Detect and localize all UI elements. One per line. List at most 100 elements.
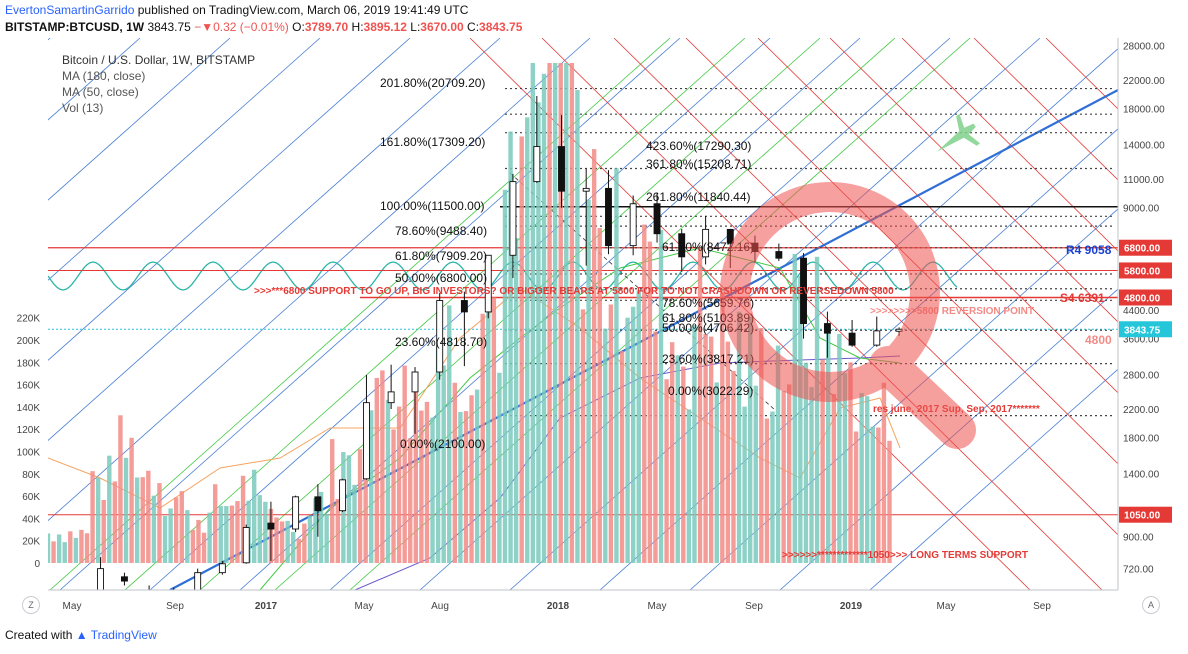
volume-bar — [357, 449, 363, 563]
legend: Bitcoin / U.S. Dollar, 1W, BITSTAMP MA (… — [62, 53, 255, 115]
channel-line — [829, 38, 1118, 323]
volume-bar — [274, 517, 279, 563]
price-level-label: 5800.00 — [1124, 266, 1161, 277]
price-tick-label: 18000.00 — [1123, 105, 1165, 116]
volume-bar — [146, 470, 151, 563]
volume-tick-label: 120K — [17, 425, 41, 436]
volume-bar — [603, 328, 608, 563]
author-link[interactable]: EvertonSamartinGarrido — [5, 3, 135, 17]
volume-bar — [552, 63, 558, 563]
candle-body — [218, 563, 226, 574]
volume-bar — [285, 520, 290, 563]
volume-bar — [742, 406, 747, 563]
airplane-icon — [936, 113, 981, 152]
volume-bar — [842, 373, 848, 563]
price-tick-label: 2800.00 — [1123, 371, 1160, 382]
chart-annotation: 78.60%(9488.40) — [395, 224, 487, 238]
volume-bar — [196, 519, 201, 563]
price-tick-label: 14000.00 — [1123, 141, 1165, 152]
channel-line — [973, 38, 1118, 181]
auto-scale-button[interactable]: A — [1142, 596, 1160, 614]
volume-bar — [536, 102, 541, 563]
volume-bar — [647, 241, 653, 563]
volume-bar — [112, 481, 118, 563]
candle-body — [411, 371, 419, 393]
price-tick-label: 22000.00 — [1123, 76, 1165, 87]
price-tick-label: 9000.00 — [1123, 204, 1160, 215]
volume-bar — [118, 415, 123, 563]
change-label: −▼0.32 (−0.01%) — [194, 20, 289, 34]
volume-bar — [207, 512, 212, 563]
volume-bar — [759, 328, 764, 563]
volume-bar — [630, 306, 636, 563]
volume-bar — [84, 533, 90, 563]
volume-bar — [669, 342, 675, 563]
candle-body — [533, 146, 541, 183]
chart-annotation: 100.00%(11500.00) — [380, 199, 485, 213]
volume-bar — [430, 417, 435, 563]
volume-bar — [140, 477, 145, 563]
volume-bar — [251, 469, 257, 563]
candle-body — [145, 589, 153, 590]
volume-bar — [185, 510, 190, 563]
channel-line — [48, 38, 231, 201]
volume-bar — [291, 531, 296, 563]
legend-vol: Vol (13) — [62, 101, 103, 115]
price-level-label: 4800.00 — [1124, 294, 1161, 305]
footer: Created with ▲ TradingView — [5, 628, 157, 642]
volume-bar — [447, 305, 452, 563]
volume-bar — [62, 542, 67, 563]
volume-bar — [48, 533, 51, 563]
volume-bar — [597, 228, 602, 564]
volume-bar — [157, 483, 162, 563]
time-tick-label: Sep — [745, 601, 763, 612]
price-chart[interactable]: 161.80%(17309.20) 100.00%(11500.00) 78.60%… — [0, 38, 1188, 620]
price-label: 3843.75 — [147, 20, 191, 34]
channel-line — [541, 38, 1103, 590]
candle-body — [678, 233, 686, 258]
candle-body — [292, 496, 300, 530]
chart-annotation: 201.80%(20709.20) — [380, 76, 485, 90]
volume-bar — [296, 538, 301, 563]
volume-bar — [224, 506, 229, 563]
chart-annotation: 0.00%(3022.29) — [668, 384, 753, 398]
volume-bar — [792, 253, 797, 563]
tradingview-brand[interactable]: TradingView — [90, 628, 157, 642]
price-tick-label: 2200.00 — [1123, 405, 1160, 416]
candle-body — [339, 479, 347, 512]
open-value: 3789.70 — [304, 20, 349, 34]
chart-annotation: 50.00%(6800.00) — [395, 271, 487, 285]
volume-tick-label: 60K — [22, 492, 40, 503]
volume-bar — [391, 429, 396, 563]
price-tick-label: 900.00 — [1123, 533, 1154, 544]
volume-bar — [458, 411, 463, 563]
candle-body — [194, 572, 202, 590]
candle-body — [509, 181, 517, 256]
volume-bar — [95, 477, 101, 563]
volume-bar — [859, 393, 864, 563]
chart-annotation: >>>>>>*************1050>>> LONG TERMS SU… — [782, 550, 1028, 561]
magnifier-icon — [720, 182, 976, 449]
volume-bar — [697, 247, 703, 564]
volume-bar — [653, 331, 658, 563]
volume-tick-label: 40K — [22, 514, 40, 525]
volume-bar — [463, 411, 469, 563]
candle-body — [242, 527, 250, 564]
price-level-label: 3843.75 — [1124, 325, 1161, 336]
volume-bar — [491, 297, 497, 563]
time-tick-label: 2018 — [547, 601, 570, 612]
volume-bar — [853, 431, 859, 563]
volume-bar — [486, 295, 491, 563]
log-toggle-button[interactable]: Z — [22, 596, 40, 614]
volume-bar — [736, 311, 742, 563]
volume-bar — [73, 537, 79, 563]
volume-bar — [374, 377, 380, 563]
candle-body — [726, 228, 734, 244]
volume-bar — [642, 224, 647, 563]
volume-bar — [720, 293, 725, 563]
price-level-tag — [1119, 262, 1172, 279]
candle-body — [848, 332, 856, 346]
volume-bar — [625, 317, 630, 563]
candle-body — [800, 257, 807, 325]
volume-bar — [151, 495, 157, 563]
